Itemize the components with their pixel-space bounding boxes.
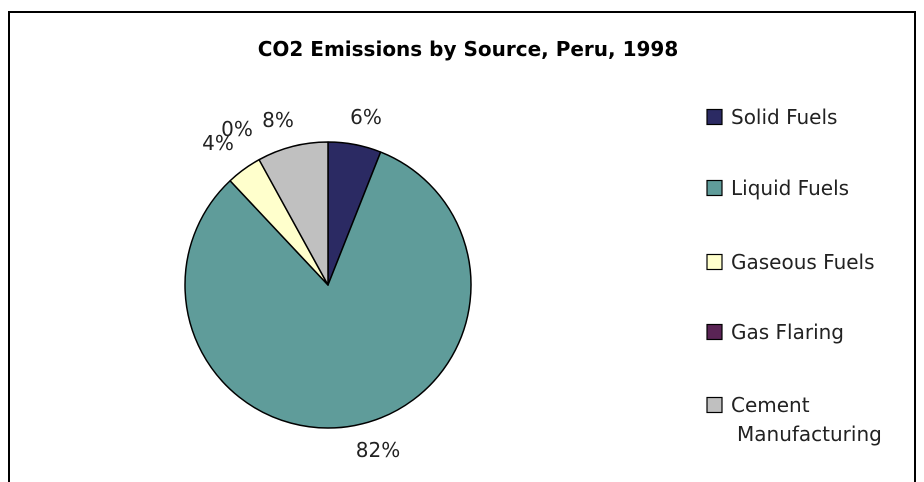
legend-swatch-gas-flaring — [706, 323, 723, 341]
pie-data-labels: 6% 82% 4%0% 8% — [202, 105, 400, 462]
legend-label-solid-fuels: Solid Fuels — [731, 105, 837, 129]
legend-label-cement-manufacturing: Cement Manufacturing — [731, 393, 882, 446]
legend-label-gaseous-fuels: Gaseous Fuels — [731, 250, 875, 274]
pie-slice-cement-manufacturing — [258, 141, 329, 286]
data-label-gas-flaring: 0% — [221, 117, 253, 141]
legend: Solid Fuels Liquid Fuels Gaseous Fuels Gas … — [706, 105, 882, 446]
pie-slices — [184, 141, 472, 429]
chart-title: CO2 Emissions by Source, Peru, 1998 — [258, 37, 679, 61]
data-label-liquid-fuels: 82% — [356, 438, 400, 462]
pie-slice-liquid-fuels — [184, 151, 472, 429]
legend-swatch-solid-fuels — [706, 108, 723, 126]
legend-label-liquid-fuels: Liquid Fuels — [731, 176, 849, 200]
chart-border — [8, 11, 916, 482]
legend-swatch-gaseous-fuels — [706, 253, 723, 271]
legend-label-gas-flaring: Gas Flaring — [731, 320, 844, 344]
data-label-gaseous-fuels: 4% — [202, 131, 234, 155]
data-label-solid-fuels: 6% — [350, 105, 382, 129]
legend-swatch-liquid-fuels — [706, 179, 723, 197]
legend-swatch-cement-manufacturing — [706, 396, 723, 414]
data-label-cement-manufacturing: 8% — [262, 108, 294, 132]
